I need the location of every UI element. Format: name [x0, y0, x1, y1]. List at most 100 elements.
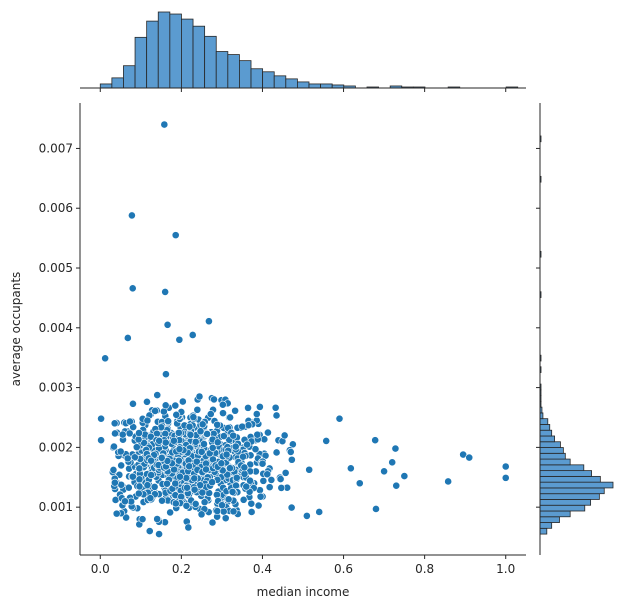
scatter-point: [208, 478, 216, 487]
scatter-point: [229, 431, 238, 440]
scatter-point: [276, 475, 285, 483]
right-histogram-bars: [539, 135, 614, 535]
scatter-point: [281, 468, 290, 477]
right-histogram-bar: [539, 452, 566, 460]
scatter-point: [132, 443, 141, 452]
scatter-point: [239, 452, 247, 461]
scatter-point: [372, 505, 380, 513]
scatter-point: [305, 465, 314, 474]
top-histogram-bar: [204, 35, 217, 89]
x-tick-label: 0.8: [415, 562, 434, 576]
scatter-point: [200, 440, 208, 448]
scatter-point: [174, 428, 183, 437]
scatter-point: [191, 437, 200, 446]
scatter-point: [112, 509, 121, 518]
scatter-point: [206, 410, 215, 418]
scatter-point: [174, 456, 183, 465]
scatter-point: [213, 420, 222, 429]
y-tick-label: 0.006: [39, 201, 73, 215]
scatter-point: [153, 391, 162, 399]
scatter-point: [193, 405, 202, 414]
top-histogram-bar: [320, 83, 333, 89]
scatter-point: [164, 417, 173, 426]
top-histogram-bar: [169, 13, 182, 89]
scatter-point: [191, 500, 200, 508]
scatter-point: [253, 430, 262, 439]
y-axis-label: average occupants: [9, 272, 23, 387]
scatter-point: [129, 399, 137, 408]
top-histogram-bar: [146, 20, 159, 89]
scatter-point: [219, 409, 227, 418]
scatter-point: [371, 436, 380, 445]
scatter-point: [197, 510, 206, 519]
top-histogram-bar: [262, 71, 275, 89]
right-histogram-bar: [539, 458, 571, 466]
scatter-point: [218, 400, 227, 409]
scatter-point: [101, 354, 110, 363]
right-histogram-bar: [539, 470, 592, 477]
scatter-point: [391, 444, 400, 453]
scatter-point: [255, 402, 264, 411]
scatter-point: [128, 472, 137, 481]
scatter-point: [135, 464, 144, 473]
scatter-point: [213, 438, 222, 447]
scatter-point: [244, 421, 253, 430]
scatter-point: [501, 473, 510, 482]
scatter-points: [97, 120, 510, 538]
x-tick-label: 0.4: [253, 562, 272, 576]
top-histogram-bar: [285, 78, 298, 89]
scatter-point: [128, 284, 137, 293]
right-histogram-bar: [539, 510, 571, 518]
right-histogram-bar: [539, 522, 553, 529]
scatter-point: [147, 471, 156, 479]
scatter-point: [380, 467, 388, 476]
right-marginal-histogram: [536, 103, 614, 555]
scatter-point: [302, 511, 311, 520]
scatter-point: [185, 422, 194, 431]
scatter-point: [124, 483, 133, 492]
scatter-point: [155, 436, 164, 445]
scatter-point: [97, 436, 105, 445]
scatter-point: [123, 454, 132, 463]
scatter-point: [143, 397, 151, 406]
right-histogram-bar: [539, 487, 605, 495]
top-histogram-bar: [308, 83, 322, 89]
scatter-point: [171, 499, 180, 508]
scatter-point: [160, 120, 169, 129]
scatter-point: [210, 395, 218, 404]
top-histogram-bar: [215, 51, 229, 89]
scatter-point: [287, 503, 296, 512]
scatter-point: [232, 481, 240, 490]
right-histogram-bar: [539, 429, 553, 437]
scatter-point: [134, 489, 143, 498]
scatter-point: [224, 495, 233, 504]
scatter-point: [110, 442, 118, 451]
top-histogram-bar: [250, 68, 264, 89]
scatter-point: [221, 514, 230, 523]
scatter-point: [229, 507, 238, 516]
scatter-point: [135, 429, 143, 437]
scatter-point: [161, 401, 170, 410]
top-histogram-bar: [123, 65, 136, 89]
scatter-point: [161, 438, 170, 447]
scatter-point: [121, 497, 129, 506]
scatter-point: [251, 445, 260, 454]
scatter-point: [244, 403, 252, 412]
scatter-point: [226, 413, 235, 422]
main-scatter-panel: 0.0 0.2 0.4 0.6 0.8 1.0 0.0010.0020.0030.0040…: [9, 103, 526, 599]
y-tick-label: 0.004: [39, 321, 73, 335]
top-histogram-bar: [192, 25, 206, 89]
scatter-point: [183, 483, 191, 492]
scatter-point: [208, 518, 217, 527]
scatter-point: [150, 482, 159, 491]
scatter-point: [217, 459, 226, 468]
scatter-point: [122, 513, 131, 522]
top-histogram-bar: [134, 36, 148, 89]
scatter-point: [182, 474, 191, 482]
scatter-point: [263, 470, 272, 479]
scatter-point: [205, 317, 213, 326]
scatter-point: [272, 411, 281, 420]
scatter-point: [184, 523, 193, 532]
scatter-point: [219, 507, 228, 516]
